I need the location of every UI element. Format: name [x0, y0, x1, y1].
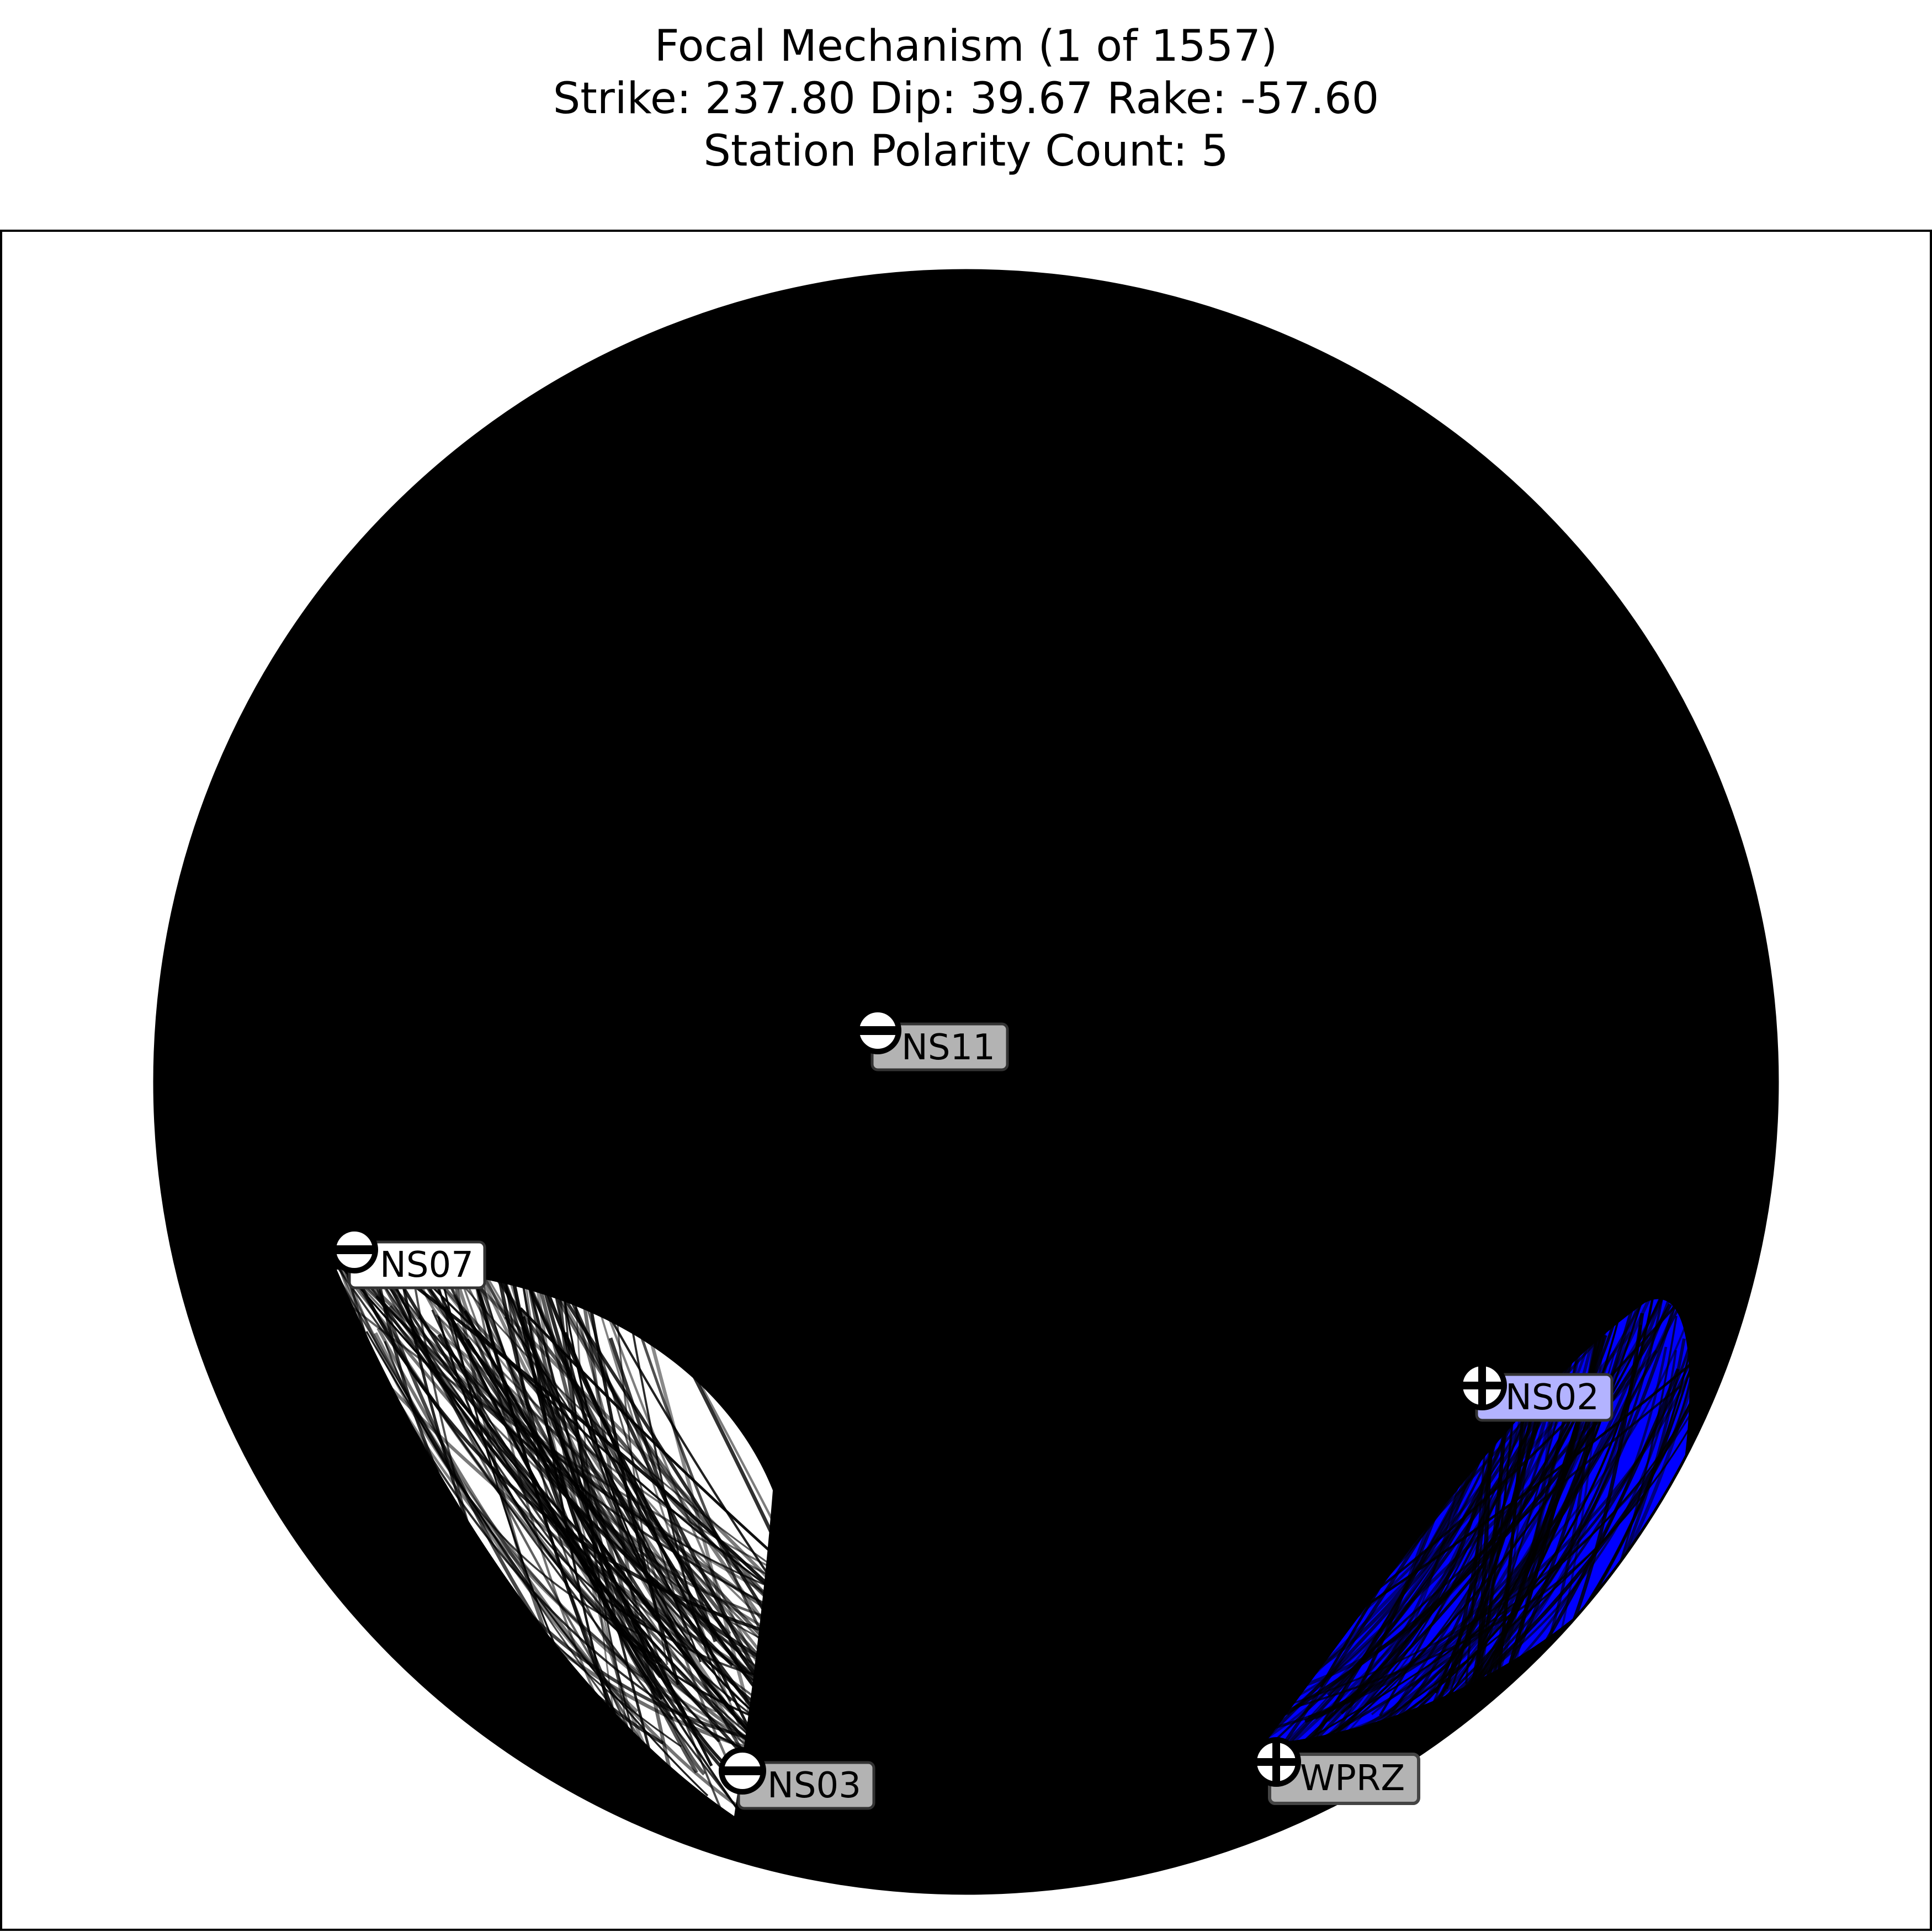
station-label: NS11 — [901, 1027, 995, 1068]
nodal-line — [337, 1262, 668, 1644]
nodal-line — [1322, 1240, 1589, 1745]
nodal-line — [445, 1149, 687, 1822]
nodal-line — [1351, 1228, 1496, 1722]
nodal-line — [331, 1220, 878, 1693]
nodal-line — [529, 1242, 926, 1834]
nodal-line — [443, 1288, 718, 1859]
station-wprz: WPRZ — [1251, 1737, 1420, 1805]
station-label: NS03 — [767, 1765, 861, 1806]
nodal-line — [1254, 1385, 1682, 1761]
station-label: NS07 — [380, 1245, 474, 1286]
positive-polarity-icon — [1457, 1361, 1507, 1410]
nodal-line — [1245, 1234, 1519, 1730]
station-ns02: NS02 — [1457, 1361, 1613, 1422]
nodal-line — [564, 1331, 759, 1746]
nodal-line — [1276, 1215, 1666, 1786]
nodal-line — [608, 1203, 668, 1665]
nodal-line — [470, 1247, 868, 1711]
title-line-1: Focal Mechanism (1 of 1557) — [655, 22, 1278, 71]
nodal-line — [1420, 1219, 1610, 1716]
nodal-line — [599, 1211, 849, 1759]
nodal-line — [420, 1251, 747, 1822]
station-ns03: NS03 — [719, 1747, 875, 1810]
station-ns11: NS11 — [854, 1007, 1009, 1071]
nodal-line — [346, 1275, 706, 1802]
nodal-line — [519, 1307, 930, 1687]
nodal-line — [303, 1218, 778, 1859]
nodal-line — [332, 1205, 830, 1794]
nodal-line — [309, 1179, 665, 1767]
nodal-line — [1344, 1350, 1678, 1760]
positive-polarity-icon — [1251, 1737, 1301, 1787]
beachball-outline — [153, 269, 1779, 1895]
dilatational-nodal-line-bundle — [286, 1148, 935, 1861]
title-line-2: Strike: 237.80 Dip: 39.67 Rake: -57.60 — [553, 74, 1379, 124]
nodal-line — [1302, 1262, 1583, 1757]
nodal-line — [561, 1182, 740, 1726]
nodal-line — [343, 1297, 864, 1791]
nodal-line — [519, 1251, 666, 1809]
nodal-line — [490, 1167, 664, 1701]
chart-title: Focal Mechanism (1 of 1557) Strike: 237.… — [553, 22, 1379, 176]
nodal-line — [1290, 1257, 1711, 1756]
nodal-line — [417, 1200, 815, 1631]
negative-polarity-icon — [854, 1007, 901, 1054]
nodal-line — [505, 1148, 782, 1715]
nodal-line — [458, 1191, 667, 1832]
nodal-line — [1434, 1382, 1552, 1694]
nodal-line — [1285, 1188, 1721, 1801]
nodal-line — [539, 1276, 788, 1749]
station-ns07: NS07 — [331, 1226, 486, 1289]
nodal-line — [347, 1313, 795, 1750]
nodal-line — [1227, 1239, 1610, 1707]
nodal-line — [383, 1187, 638, 1787]
nodal-line — [1403, 1342, 1722, 1744]
nodal-line — [494, 1193, 871, 1783]
title-line-3: Station Polarity Count: 5 — [703, 126, 1228, 176]
nodal-line — [507, 1178, 806, 1743]
beachball-background — [155, 270, 1777, 1893]
station-label: WPRZ — [1300, 1758, 1405, 1799]
nodal-line — [579, 1156, 840, 1678]
nodal-line — [454, 1227, 879, 1807]
negative-polarity-icon — [719, 1747, 766, 1795]
nodal-line — [1250, 1373, 1714, 1718]
beachball — [153, 269, 1779, 1895]
nodal-line — [521, 1278, 654, 1834]
negative-polarity-icon — [331, 1226, 378, 1273]
station-label: NS02 — [1505, 1377, 1599, 1418]
station-markers: NS11 NS07 NS03 NS02 — [331, 1007, 1613, 1810]
